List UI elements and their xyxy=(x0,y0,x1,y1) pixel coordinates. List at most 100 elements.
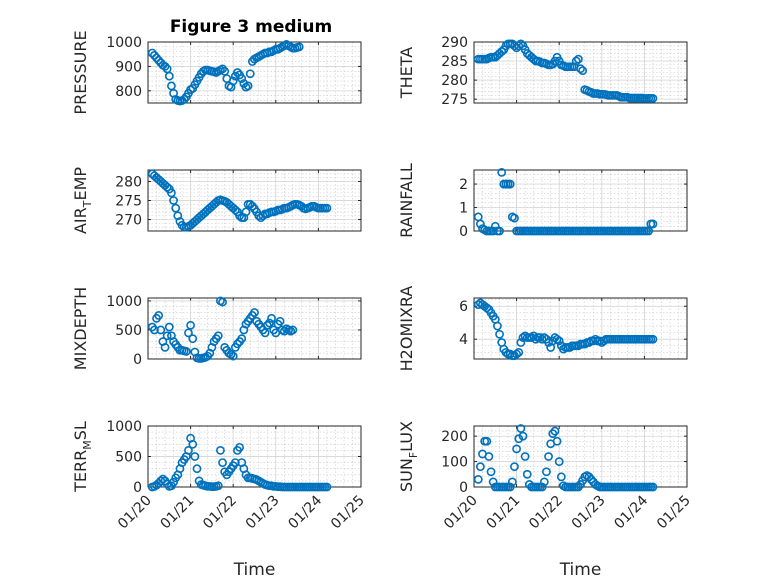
data-point xyxy=(162,182,172,192)
data-point xyxy=(648,219,658,229)
data-point xyxy=(482,436,492,446)
data-point xyxy=(228,351,238,361)
y-axis-label: PRESSURE xyxy=(71,30,90,114)
data-point xyxy=(218,458,227,467)
y-tick-label: 500 xyxy=(115,450,142,466)
data-point xyxy=(188,439,198,449)
data-point xyxy=(576,64,585,74)
data-point xyxy=(226,349,236,359)
x-tick-label: 01/24 xyxy=(611,492,651,532)
x-tick-label: 01/23 xyxy=(243,493,283,533)
subplot-terr-msl: 0 500 1000 TERRMSL 01/20 01/21 01/22 01/23 01/24… xyxy=(71,419,368,580)
y-tick-label: 280 xyxy=(115,174,142,190)
data-point xyxy=(552,436,562,446)
y-tick-label: 290 xyxy=(441,35,468,51)
data-point xyxy=(510,213,519,223)
data-point xyxy=(550,426,560,436)
subplot-h2omixra: 4 6 H2OMIXRA xyxy=(397,286,688,371)
axis-frame xyxy=(473,297,688,360)
data-point xyxy=(184,328,193,338)
y-tick-label: 900 xyxy=(115,59,142,75)
x-tick-label: 01/22 xyxy=(200,493,240,533)
data-point xyxy=(233,68,242,77)
data-point xyxy=(160,62,170,71)
data-point xyxy=(512,349,521,359)
data-point xyxy=(573,54,583,64)
data-point xyxy=(147,48,157,58)
data-point xyxy=(522,469,532,479)
data-point xyxy=(520,452,530,461)
data-point xyxy=(167,188,176,198)
data-point xyxy=(184,445,193,455)
data-point xyxy=(213,481,223,491)
data-point xyxy=(537,482,547,492)
data-point xyxy=(162,331,172,341)
data-point xyxy=(230,458,240,467)
data-point xyxy=(475,462,485,472)
data-point xyxy=(516,424,526,433)
axis-frame xyxy=(147,169,362,232)
data-point xyxy=(648,334,658,344)
data-point xyxy=(648,94,658,103)
data-point xyxy=(218,297,227,307)
subplot-rainfall: 0 1 2 RAINFALL xyxy=(397,163,688,240)
x-tick-label: 01/24 xyxy=(285,492,325,532)
data-point xyxy=(245,69,255,79)
y-tick-label: 280 xyxy=(441,73,468,89)
data-point xyxy=(169,196,178,205)
subplot-air-temp: 270 275 280 AIRTEMP xyxy=(71,167,362,234)
figure-title: Figure 3 medium xyxy=(170,17,332,37)
data-point xyxy=(160,342,170,352)
data-point xyxy=(265,318,274,328)
y-axis-label: TERRMSL xyxy=(71,421,94,493)
data-point xyxy=(192,464,202,474)
data-point xyxy=(552,334,562,344)
data-point xyxy=(516,39,526,49)
data-point xyxy=(578,66,588,75)
x-tick-label: 01/25 xyxy=(328,493,368,533)
data-point xyxy=(213,331,223,341)
data-point xyxy=(648,482,658,492)
data-point xyxy=(158,474,168,484)
y-tick-label: 0 xyxy=(133,480,142,496)
data-point xyxy=(505,482,515,492)
data-point xyxy=(486,467,496,477)
y-axis-label: AIRTEMP xyxy=(71,167,94,234)
data-point xyxy=(510,462,519,472)
data-point xyxy=(235,442,244,452)
y-tick-label: 0 xyxy=(459,224,468,240)
data-point xyxy=(322,482,332,492)
data-point xyxy=(179,94,189,104)
y-axis-label: RAINFALL xyxy=(397,163,416,238)
data-point xyxy=(539,333,549,342)
y-tick-label: 0 xyxy=(133,352,142,368)
data-point xyxy=(275,316,285,326)
data-point xyxy=(260,328,270,338)
data-point xyxy=(484,452,494,461)
data-point xyxy=(149,325,159,335)
data-point xyxy=(237,74,247,83)
data-point xyxy=(473,474,483,484)
y-axis-label: MIXDEPTH xyxy=(71,287,90,370)
data-point xyxy=(181,347,191,356)
data-point xyxy=(588,336,598,346)
data-point xyxy=(186,320,195,330)
data-point xyxy=(322,203,332,213)
data-point xyxy=(267,313,276,323)
y-tick-label: 285 xyxy=(441,54,468,70)
y-tick-label: 6 xyxy=(459,299,468,315)
data-point xyxy=(154,55,164,65)
data-point xyxy=(495,226,504,236)
y-tick-label: 800 xyxy=(115,84,142,100)
data-point xyxy=(216,445,225,455)
subplot-pressure: 800 900 1000 PRESSURE xyxy=(71,30,362,115)
axis-frame xyxy=(147,425,362,488)
subplot-theta: 275 280 285 290 THETA xyxy=(397,35,688,108)
y-tick-label: 100 xyxy=(441,455,468,471)
x-tick-label: 01/21 xyxy=(484,493,524,533)
data-point xyxy=(288,325,298,335)
data-point xyxy=(171,203,181,213)
y-tick-label: 1000 xyxy=(106,294,142,310)
x-tick-label: 01/23 xyxy=(569,493,609,533)
